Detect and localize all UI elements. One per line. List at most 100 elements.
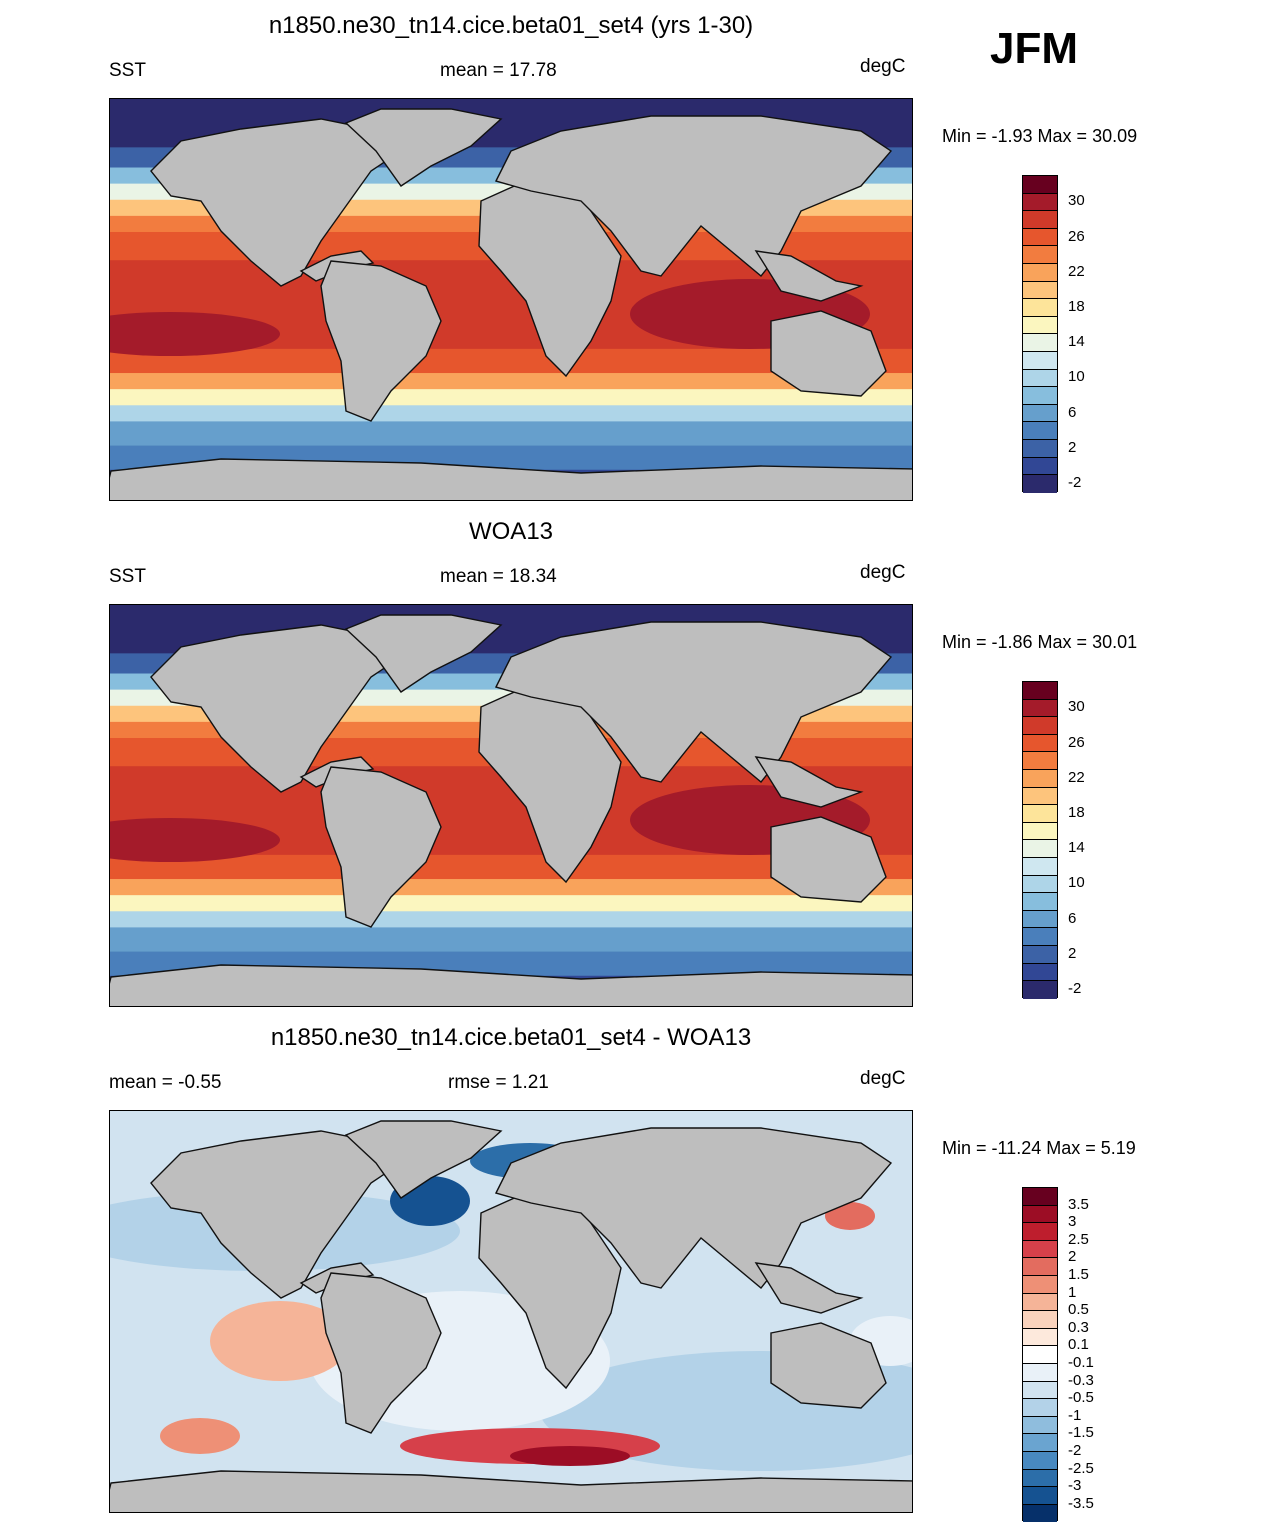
colorbar-tick-label: 1.5	[1068, 1266, 1089, 1283]
colorbar-cell	[1023, 875, 1057, 894]
colorbar-cell	[1023, 769, 1057, 788]
landmass	[494, 115, 893, 277]
colorbar-cell	[1023, 387, 1057, 405]
colorbar-tick-label: 2	[1068, 1248, 1077, 1266]
colorbar-cell	[1023, 981, 1057, 999]
panel-title: n1850.ne30_tn14.cice.beta01_set4 (yrs 1-…	[268, 12, 754, 39]
mean-label: mean = 17.78	[440, 60, 557, 81]
colorbar-tick-label: 18	[1068, 298, 1085, 315]
colorbar-cell	[1023, 404, 1057, 423]
colorbar-tick-label: -3	[1068, 1477, 1082, 1495]
colorbar-cell	[1023, 787, 1057, 806]
colorbar-tick-label: -1.5	[1068, 1424, 1094, 1442]
colorbar-tick-label: 22	[1068, 768, 1085, 786]
landmass	[150, 1130, 403, 1299]
map-diff	[109, 1110, 913, 1513]
landmass	[754, 1262, 864, 1314]
variable-label: SST	[109, 60, 146, 81]
landmass	[494, 621, 893, 783]
colorbar-cell	[1023, 805, 1057, 823]
colorbar-cell	[1023, 1240, 1057, 1259]
landmass	[110, 1470, 912, 1512]
min-max-label: Min = -11.24 Max = 5.19	[942, 1138, 1136, 1158]
colorbar-cell	[1023, 263, 1057, 282]
landmass	[150, 624, 403, 793]
colorbar-cell	[1023, 1188, 1057, 1206]
colorbar-cell	[1023, 682, 1057, 700]
map-obs	[109, 604, 913, 1007]
colorbar-cell	[1023, 316, 1057, 335]
colorbar-tick-label: 0.1	[1068, 1336, 1089, 1354]
colorbar-cell	[1023, 475, 1057, 493]
colorbar-tick-label: 30	[1068, 698, 1085, 716]
mean-label: mean = 18.34	[440, 566, 557, 587]
landmass	[320, 260, 442, 422]
colorbar-tick-label: 30	[1068, 192, 1085, 210]
colorbar-cell	[1023, 176, 1057, 194]
colorbar-tick-label: -2	[1068, 1442, 1082, 1459]
colorbar-cell	[1023, 752, 1057, 770]
colorbar-cell	[1023, 422, 1057, 440]
colorbar-cell	[1023, 945, 1057, 964]
colorbar-cell	[1023, 1504, 1057, 1522]
colorbar-tick-label: -0.5	[1068, 1389, 1094, 1407]
landmass	[110, 458, 912, 500]
colorbar-cell	[1023, 699, 1057, 718]
colorbar-cell	[1023, 334, 1057, 352]
colorbar-cell	[1023, 1275, 1057, 1294]
colorbar-tick-label: 2	[1068, 438, 1077, 456]
units-label: degC	[860, 1068, 906, 1089]
colorbar-cell	[1023, 910, 1057, 929]
colorbar-cell	[1023, 857, 1057, 876]
units-label: degC	[860, 56, 906, 77]
colorbar-cell	[1023, 1346, 1057, 1364]
colorbar-tick-label: -2	[1068, 474, 1082, 491]
colorbar-cell	[1023, 1223, 1057, 1241]
colorbar-tick-label: 18	[1068, 804, 1085, 821]
panel-title: n1850.ne30_tn14.cice.beta01_set4 - WOA13	[270, 1024, 752, 1051]
colorbar-tick-label: 3	[1068, 1213, 1077, 1231]
variable-label: SST	[109, 566, 146, 587]
colorbar-tick-label: 26	[1068, 733, 1085, 751]
colorbar-tick-label: 1	[1068, 1283, 1077, 1301]
colorbar-tick-label: -3.5	[1068, 1494, 1094, 1512]
landmass	[754, 756, 864, 808]
colorbar-tick-label: 2	[1068, 944, 1077, 962]
colorbar-cell	[1023, 1469, 1057, 1488]
colorbar-cell	[1023, 457, 1057, 476]
colorbar-cell	[1023, 963, 1057, 982]
colorbar-tick-label: 14	[1068, 333, 1085, 351]
landmass	[770, 816, 887, 903]
colorbar-tick-label: -2	[1068, 980, 1082, 997]
colorbar-cell	[1023, 1205, 1057, 1224]
colorbar-tick-label: 22	[1068, 262, 1085, 280]
colorbar-cell	[1023, 734, 1057, 753]
colorbar-tick-label: 10	[1068, 368, 1085, 386]
colorbar-cell	[1023, 893, 1057, 911]
colorbar-tick-label: 6	[1068, 403, 1077, 421]
colorbar-cell	[1023, 1258, 1057, 1276]
colorbar-cell	[1023, 1416, 1057, 1435]
colorbar-cell	[1023, 1434, 1057, 1452]
colorbar-cell	[1023, 439, 1057, 458]
colorbar-cell	[1023, 1451, 1057, 1470]
colorbar-cell	[1023, 928, 1057, 946]
colorbar-cell	[1023, 193, 1057, 212]
colorbar-cell	[1023, 822, 1057, 841]
colorbar-cell	[1023, 1381, 1057, 1400]
colorbar-cell	[1023, 1399, 1057, 1417]
colorbar-cell	[1023, 1363, 1057, 1382]
colorbar-tick-label: 14	[1068, 839, 1085, 857]
colorbar-tick-label: -2.5	[1068, 1459, 1094, 1477]
colorbar	[1022, 1187, 1058, 1522]
colorbar-cell	[1023, 228, 1057, 247]
colorbar-cell	[1023, 1311, 1057, 1329]
colorbar-cell	[1023, 1487, 1057, 1505]
mean-label: mean = -0.55	[109, 1072, 222, 1093]
landmass	[150, 118, 403, 287]
colorbar	[1022, 175, 1058, 493]
colorbar-cell	[1023, 211, 1057, 229]
landmass	[344, 108, 503, 187]
colorbar-tick-label: -0.3	[1068, 1371, 1094, 1389]
season-label: JFM	[990, 24, 1078, 73]
